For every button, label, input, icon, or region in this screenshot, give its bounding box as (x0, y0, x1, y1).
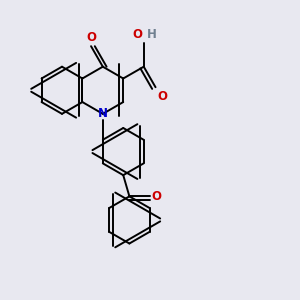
Text: O: O (86, 31, 96, 44)
Text: O: O (158, 90, 167, 103)
Text: N: N (98, 107, 108, 120)
Text: O: O (132, 28, 142, 41)
Text: H: H (147, 28, 157, 41)
Text: O: O (152, 190, 161, 203)
